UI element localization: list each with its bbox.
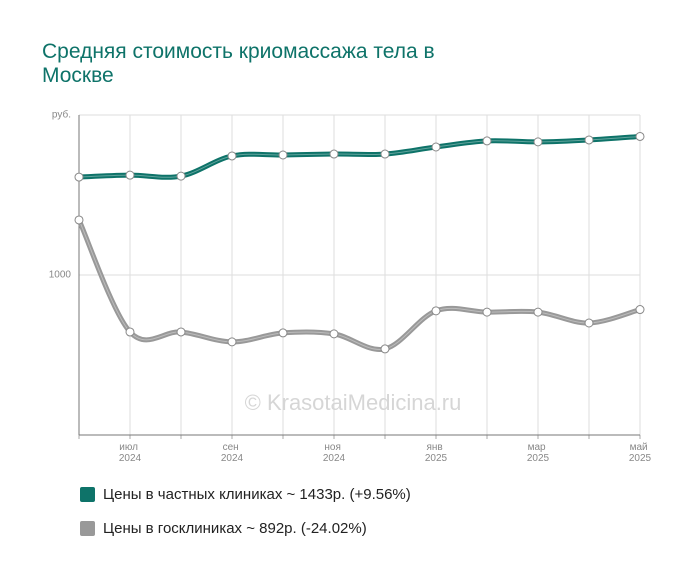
series-point: [329, 149, 339, 159]
series-point: [176, 327, 186, 337]
x-label-line: 2025: [527, 453, 550, 464]
series-point: [278, 328, 288, 338]
series-point: [482, 307, 492, 317]
series-point: [482, 136, 492, 146]
legend-label: Цены в госклиниках ~ 892р. (-24.02%): [103, 520, 367, 537]
series-point: [227, 151, 237, 161]
x-tick-label: сен 2024: [221, 442, 244, 464]
series-point: [635, 131, 645, 141]
y-tick-label: руб.: [52, 109, 71, 121]
legend-swatch: [80, 487, 95, 502]
series-point: [584, 135, 594, 145]
legend-label: Цены в частных клиниках ~ 1433р. (+9.56%…: [103, 486, 411, 503]
x-label-line: май: [630, 442, 651, 453]
x-tick-label: июл 2024: [119, 442, 142, 464]
series-point: [431, 306, 441, 316]
y-tick-label: 1000: [49, 270, 72, 281]
legend-swatch: [80, 521, 95, 536]
series-point: [329, 329, 339, 339]
x-tick-label: янв 2025: [425, 442, 448, 464]
x-label-line: мар: [528, 442, 549, 453]
series-point: [227, 337, 237, 347]
x-label-line: 2024: [221, 453, 244, 464]
x-label-line: 2025: [425, 453, 448, 464]
series-point: [125, 170, 135, 180]
series-point: [278, 150, 288, 160]
x-label-line: 2025: [629, 453, 652, 464]
series-point: [380, 344, 390, 354]
x-tick-label: ноя 2024: [323, 442, 346, 464]
x-tick-label: мар 2025: [527, 442, 550, 464]
x-label-line: 2024: [323, 453, 346, 464]
series-point: [74, 215, 84, 225]
series-point: [584, 318, 594, 328]
series-point: [635, 305, 645, 315]
series-point: [74, 172, 84, 182]
x-label-line: ноя: [324, 442, 343, 453]
series-point: [533, 137, 543, 147]
series-point: [176, 171, 186, 181]
series-point: [431, 142, 441, 152]
x-label-line: июл: [119, 442, 140, 453]
title-line: Средняя стоимость криомассажа тела в: [42, 40, 441, 63]
x-label-line: сен: [223, 442, 242, 453]
series-point: [380, 149, 390, 159]
x-label-line: 2024: [119, 453, 142, 464]
series-point: [533, 307, 543, 317]
x-tick-label: май 2025: [629, 442, 652, 464]
series-point: [125, 327, 135, 337]
watermark: © KrasotaiMedicina.ru: [245, 390, 462, 415]
chart-title: Средняя стоимость криомассажа тела в Мос…: [42, 40, 441, 87]
x-label-line: янв: [426, 442, 445, 453]
title-line: Москве: [42, 64, 114, 87]
